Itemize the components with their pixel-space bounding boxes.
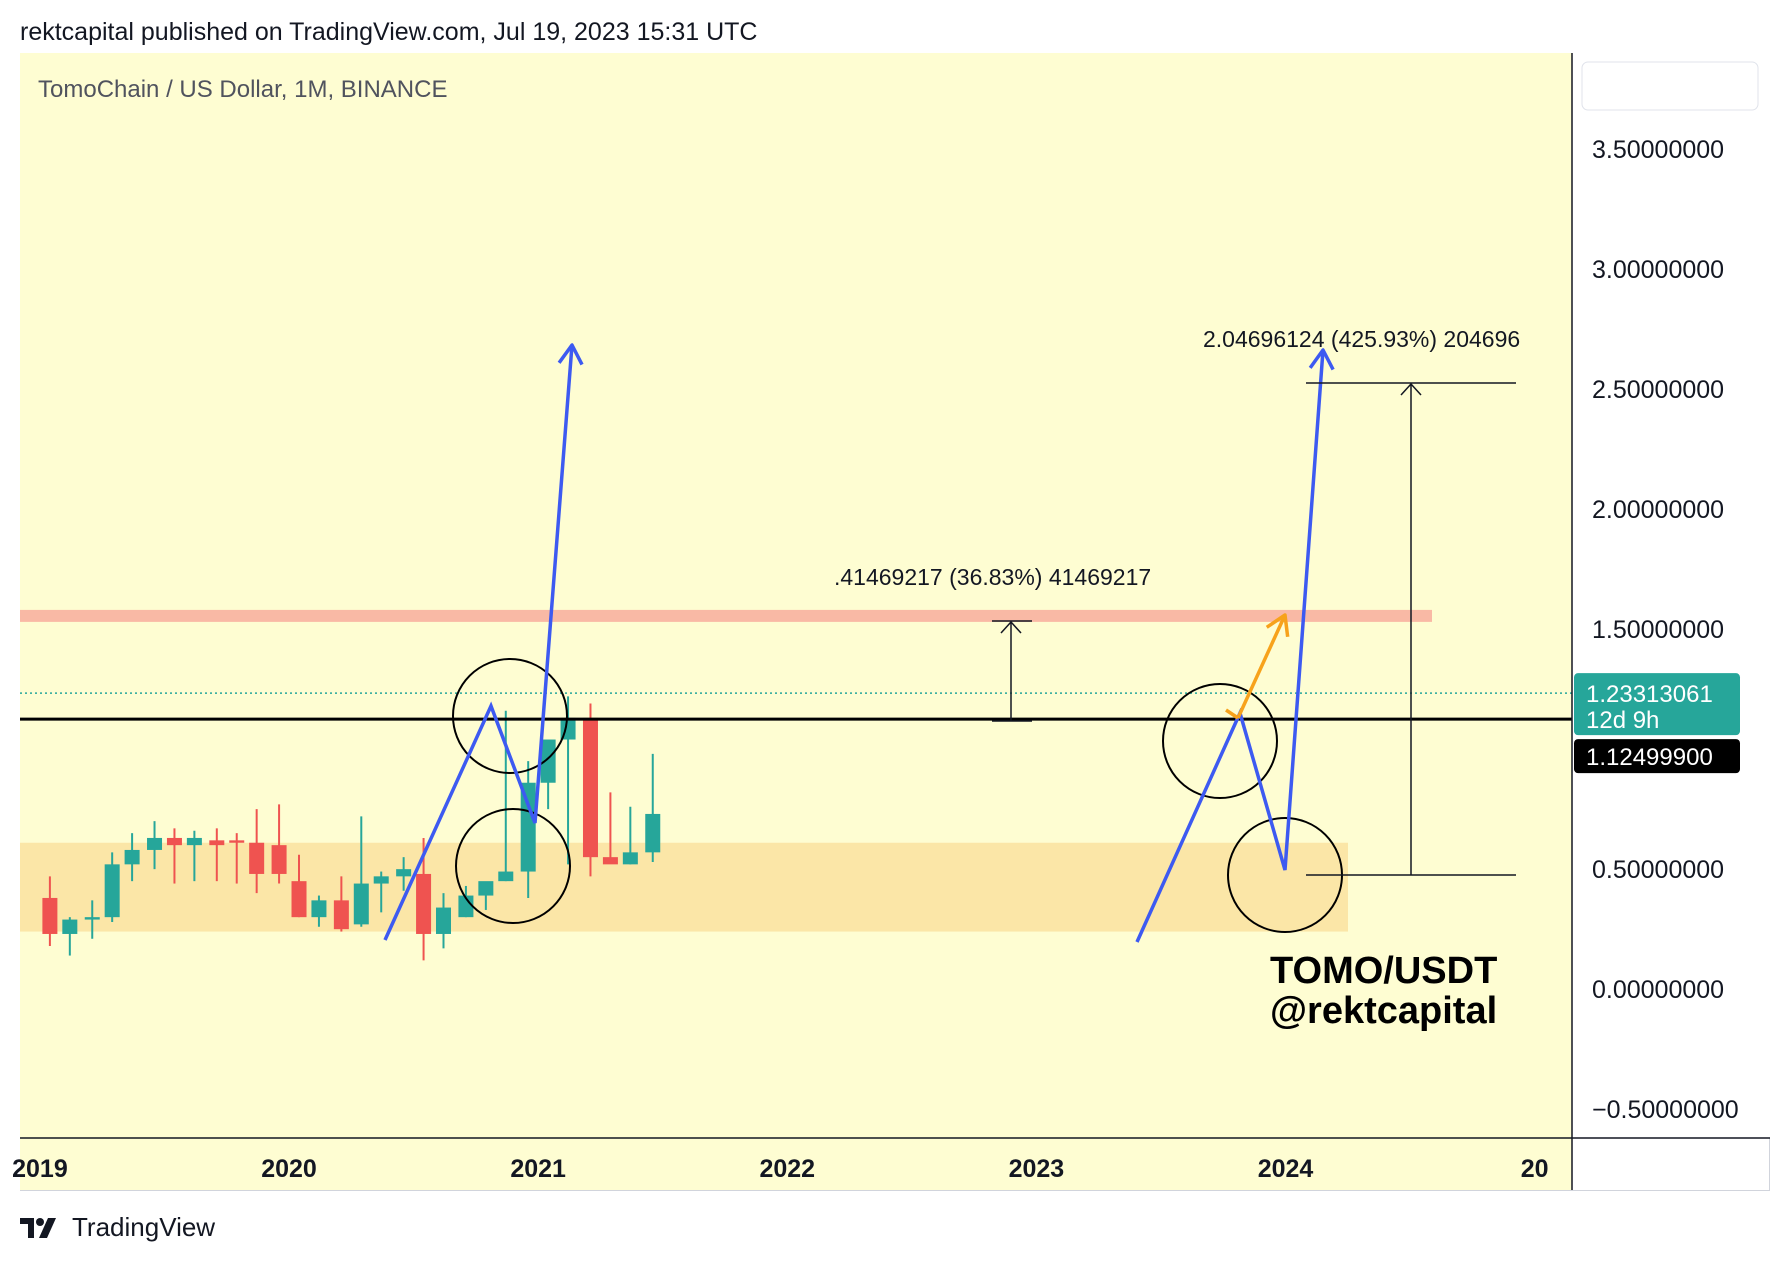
candle-body	[353, 883, 369, 925]
measure-label-2: 2.04696124 (425.93%) 204696	[1203, 326, 1520, 352]
candle-body	[416, 873, 432, 934]
candle-body	[602, 857, 618, 865]
candle-body	[622, 852, 638, 865]
candle-body	[291, 881, 307, 918]
current-price-tag	[1574, 673, 1740, 736]
price-tick-label: 2.50000000	[1592, 376, 1724, 404]
candle-body	[84, 917, 100, 920]
time-tick-label: 2022	[759, 1155, 815, 1183]
support-zone	[20, 842, 1348, 932]
axis-settings-box	[1581, 61, 1759, 111]
resistance-zone	[20, 609, 1432, 622]
measure-arrow-icon	[1000, 620, 1022, 634]
candle-body	[42, 897, 58, 934]
candle-body	[645, 813, 661, 853]
arrow-head	[1265, 613, 1290, 638]
price-axis-background	[1572, 53, 1770, 1138]
time-axis-background	[20, 1138, 1572, 1190]
candle-body	[333, 900, 349, 930]
measure2-arrow-icon	[1400, 382, 1422, 396]
price-tick-label: 3.00000000	[1592, 256, 1724, 284]
time-tick-label: 20	[1521, 1155, 1549, 1183]
time-tick-label: 2023	[1009, 1155, 1065, 1183]
candle-body	[166, 837, 182, 846]
highlight-circle	[1162, 683, 1278, 799]
level-price-tag	[1574, 739, 1740, 774]
candle-body	[582, 717, 598, 858]
projection-path-2020	[383, 344, 574, 941]
candle-body	[249, 842, 265, 874]
time-tick-label: 2024	[1258, 1155, 1314, 1183]
candle-body	[147, 837, 163, 850]
measure-label-1: .41469217 (36.83%) 41469217	[834, 564, 1151, 590]
candle-body	[186, 837, 202, 846]
time-tick-label: 2020	[261, 1155, 317, 1183]
tradingview-brand: TradingView	[72, 1212, 216, 1242]
candle-body	[209, 840, 225, 846]
price-tick-label: −0.50000000	[1592, 1096, 1739, 1124]
symbol-title: TomoChain / US Dollar, 1M, BINANCE	[38, 76, 448, 103]
price-tick-label: 0.00000000	[1592, 976, 1724, 1004]
candle-body	[458, 895, 474, 918]
candle-body	[62, 919, 78, 934]
candle-body	[229, 840, 245, 843]
highlight-circle	[455, 808, 571, 924]
time-tick-label: 2019	[12, 1155, 68, 1183]
watermark-author: @rektcapital	[1270, 990, 1497, 1032]
price-tick-label: 2.00000000	[1592, 496, 1724, 524]
candle-body	[435, 907, 451, 934]
candle-body	[271, 845, 287, 874]
tradingview-logo-icon	[20, 1217, 56, 1238]
price-tick-label: 0.50000000	[1592, 856, 1724, 884]
arrow-head	[557, 343, 584, 366]
candle-body	[311, 900, 327, 918]
countdown-label: 12d 9h	[1586, 707, 1659, 734]
candle-body	[124, 849, 140, 865]
highlight-circle	[452, 658, 568, 774]
projection-path-2023	[1135, 349, 1325, 943]
candle-body	[373, 876, 389, 884]
footer[interactable]: TradingView	[20, 1212, 215, 1243]
candle-body	[520, 782, 536, 872]
plot-background	[20, 53, 1572, 1138]
candle-body	[540, 739, 556, 783]
time-tick-label: 2021	[510, 1155, 566, 1183]
price-tick-label: 3.50000000	[1592, 136, 1724, 164]
candle-body	[104, 864, 120, 918]
orange-projection-path	[1236, 614, 1287, 719]
arrow-head	[1308, 348, 1335, 371]
current-price-label: 1.23313061	[1586, 681, 1713, 708]
price-tick-label: 1.50000000	[1592, 616, 1724, 644]
candle-body	[396, 869, 412, 877]
watermark-pair: TOMO/USDT	[1270, 950, 1497, 992]
candles	[42, 696, 661, 961]
candle-body	[498, 871, 514, 882]
candle-body	[478, 881, 494, 896]
level-price-label: 1.12499900	[1586, 744, 1713, 771]
publication-header: rektcapital published on TradingView.com…	[20, 18, 758, 46]
orange-tick	[1225, 708, 1239, 720]
